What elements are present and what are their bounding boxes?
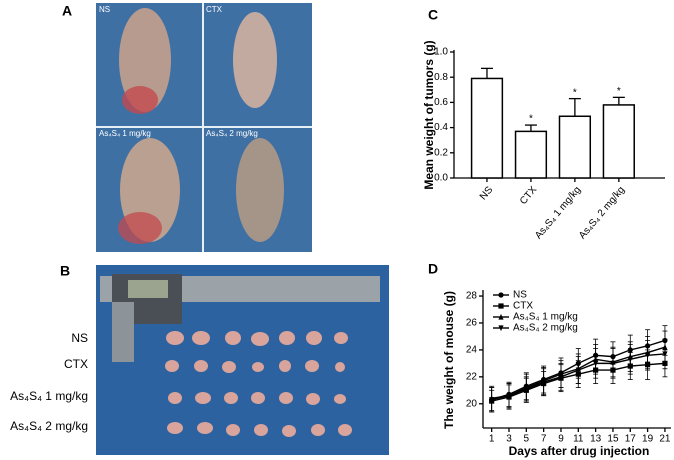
x-tick-label: 13 <box>590 434 602 445</box>
x-tick-label: 11 <box>573 434 584 445</box>
x-tick-label: 5 <box>524 434 530 445</box>
photo-label: As₄S₄ 2 mg/kg <box>206 129 258 138</box>
y-axis-label: Mean weight of tumors (g) <box>422 40 436 189</box>
significance: * <box>573 87 577 98</box>
legend-label: As₄S₄ 2 mg/kg <box>513 323 578 334</box>
marker <box>541 379 547 386</box>
row-label: As₄S₄ 2 mg/kg <box>10 419 88 433</box>
marker <box>645 352 651 359</box>
bar <box>558 115 592 179</box>
y-tick-label: 22 <box>466 371 478 382</box>
tumor-photo <box>96 265 389 455</box>
panel-letter: C <box>428 7 438 23</box>
x-tick-label: 3 <box>506 434 512 445</box>
x-tick-label: 17 <box>625 434 637 445</box>
bar <box>514 130 548 179</box>
y-tick-label: 0.2 <box>434 147 448 158</box>
x-tick-label: 9 <box>558 434 564 445</box>
x-tick-label: 21 <box>659 434 671 445</box>
panel-letter: D <box>428 261 438 277</box>
y-tick-label: 1.0 <box>434 47 448 58</box>
legend-label: As₄S₄ 1 mg/kg <box>513 312 578 323</box>
x-tick-label: 7 <box>541 434 547 445</box>
y-tick-label: 26 <box>466 318 478 329</box>
marker <box>489 397 495 403</box>
x-tick-label: 1 <box>489 434 495 445</box>
bar <box>602 104 635 179</box>
marker <box>610 360 616 367</box>
y-tick-label: 0.8 <box>434 72 448 83</box>
photo-label: CTX <box>206 5 223 14</box>
x-tick-label: CTX <box>518 184 539 207</box>
x-tick-label: NS <box>478 184 496 202</box>
row-label: CTX <box>64 357 88 371</box>
row-label: As₄S₄ 1 mg/kg <box>10 389 88 403</box>
legend-marker <box>498 313 504 320</box>
x-tick-label: 15 <box>607 434 619 445</box>
x-tick-label: 19 <box>642 434 654 445</box>
y-tick-label: 0.6 <box>434 97 448 108</box>
y-tick-label: 24 <box>466 345 478 356</box>
legend-label: CTX <box>513 301 533 312</box>
y-tick-label: 20 <box>466 398 478 409</box>
photo-label: NS <box>99 5 110 14</box>
marker <box>662 351 668 358</box>
legend-marker <box>498 292 504 298</box>
significance: * <box>529 114 533 125</box>
bar <box>470 77 504 179</box>
panel-letter: B <box>60 263 70 279</box>
marker <box>593 360 599 367</box>
legend-marker <box>498 303 504 309</box>
marker <box>627 356 633 363</box>
y-tick-label: 0.4 <box>434 122 448 133</box>
marker <box>575 367 581 374</box>
photo-label: As₄S₄ 1 mg/kg <box>99 129 151 138</box>
legend-label: NS <box>513 290 527 301</box>
row-label: NS <box>71 331 88 345</box>
significance: * <box>617 86 621 97</box>
legend-marker <box>498 325 504 332</box>
mouse-photos <box>96 3 312 252</box>
panel-letter: A <box>62 3 72 19</box>
x-axis-label: Days after drug injection <box>509 444 650 458</box>
marker <box>506 393 512 399</box>
x-tick-label: As₄S₄ 2 mg/kg <box>577 185 627 242</box>
x-tick-label: As₄S₄ 1 mg/kg <box>533 185 583 242</box>
y-tick-label: 28 <box>466 291 478 302</box>
y-axis-label: The weight of mouse (g) <box>442 291 456 429</box>
marker <box>558 374 564 380</box>
y-tick-label: 0.0 <box>434 173 448 184</box>
marker <box>523 386 529 393</box>
